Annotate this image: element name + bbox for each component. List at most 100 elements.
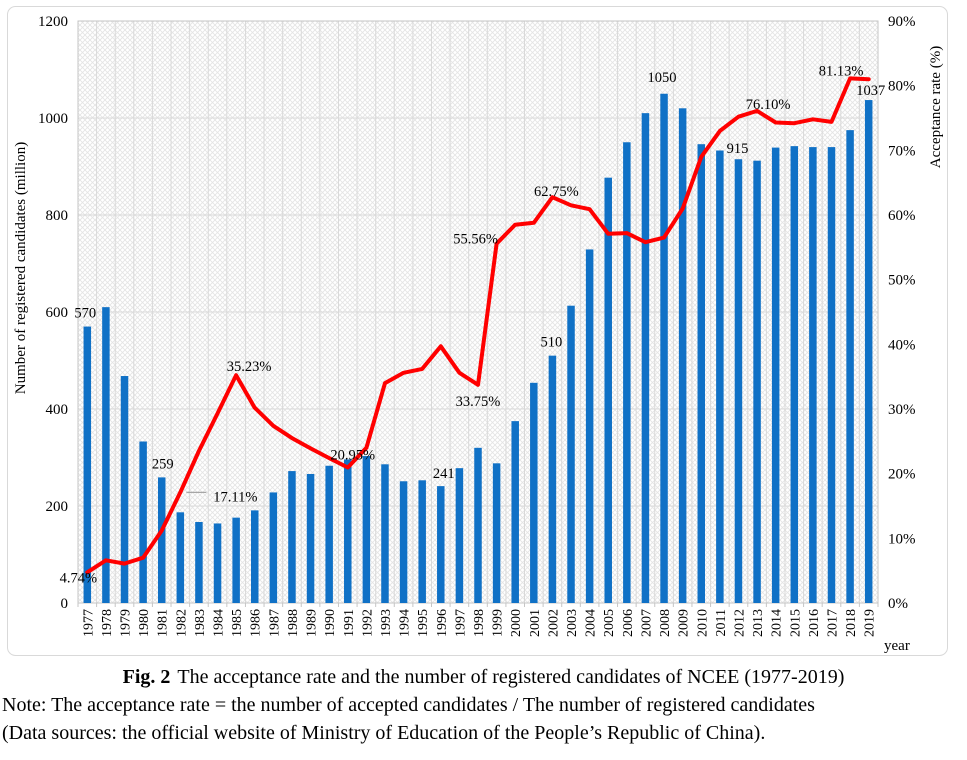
svg-text:1998: 1998 xyxy=(472,609,487,637)
bar-2018 xyxy=(846,130,854,603)
svg-text:2005: 2005 xyxy=(602,609,617,637)
svg-text:1037: 1037 xyxy=(856,83,885,99)
bar-2007 xyxy=(641,113,650,604)
svg-text:1986: 1986 xyxy=(249,609,264,637)
x-axis-labels: 1977 1978 1979 1980 1981 1982 1983 1984 1985 1986… xyxy=(81,609,877,637)
svg-text:90%: 90% xyxy=(888,14,916,30)
svg-text:2002: 2002 xyxy=(546,609,561,637)
bar-1989 xyxy=(306,473,315,603)
svg-text:200: 200 xyxy=(46,499,69,515)
bar-2013 xyxy=(753,160,761,603)
svg-text:2017: 2017 xyxy=(825,609,840,637)
bar-1985 xyxy=(232,517,240,603)
svg-text:2010: 2010 xyxy=(695,609,710,637)
svg-text:1977: 1977 xyxy=(81,609,96,637)
bar-2017 xyxy=(827,147,836,603)
svg-text:1200: 1200 xyxy=(38,14,68,30)
bar-1993 xyxy=(381,464,389,603)
svg-text:2014: 2014 xyxy=(770,609,785,637)
svg-text:1995: 1995 xyxy=(416,609,431,637)
bar-2012 xyxy=(734,159,743,603)
bar-1986 xyxy=(250,510,259,603)
svg-text:62.75%: 62.75% xyxy=(534,184,579,200)
bar-2004 xyxy=(585,249,594,603)
svg-text:33.75%: 33.75% xyxy=(456,394,501,410)
bar-1981 xyxy=(157,477,166,603)
bar-1983 xyxy=(195,522,203,603)
svg-text:1050: 1050 xyxy=(648,70,677,86)
svg-text:2018: 2018 xyxy=(844,609,859,637)
svg-text:259: 259 xyxy=(152,456,174,472)
svg-text:70%: 70% xyxy=(888,143,916,159)
bar-2000 xyxy=(511,421,519,603)
bar-1998 xyxy=(474,447,482,603)
bar-2006 xyxy=(623,142,631,603)
bar-value-labels: 570 259 241 510 1050 915 1037 xyxy=(74,70,885,482)
svg-text:0: 0 xyxy=(61,596,69,612)
svg-text:1994: 1994 xyxy=(398,609,413,637)
bar-1978 xyxy=(102,307,110,603)
svg-text:1993: 1993 xyxy=(379,609,394,637)
ncee-chart: 570 259 241 510 1050 915 1037 4.74% 17.11% 35.23%… xyxy=(7,6,948,656)
x-axis-title: year xyxy=(884,638,910,654)
bar-2010 xyxy=(697,144,706,603)
svg-text:20%: 20% xyxy=(888,467,916,483)
bar-2009 xyxy=(678,108,687,604)
bar-1991 xyxy=(344,459,352,603)
svg-text:2019: 2019 xyxy=(863,609,878,637)
figure-title: The acceptance rate and the number of re… xyxy=(177,666,845,688)
svg-text:2012: 2012 xyxy=(732,609,747,637)
svg-text:10%: 10% xyxy=(888,531,916,547)
svg-text:2003: 2003 xyxy=(565,609,580,637)
bar-2016 xyxy=(809,147,817,603)
bars-series xyxy=(83,93,873,604)
svg-text:2001: 2001 xyxy=(528,609,543,637)
svg-text:1999: 1999 xyxy=(491,609,506,637)
svg-text:1983: 1983 xyxy=(193,609,208,637)
bar-2015 xyxy=(790,146,799,603)
svg-text:1985: 1985 xyxy=(230,609,245,637)
bar-1992 xyxy=(362,456,371,603)
x-axis-ticks xyxy=(77,603,879,607)
svg-text:2004: 2004 xyxy=(584,609,599,637)
left-axis-title: Number of registered candidates (million… xyxy=(13,142,29,394)
svg-text:60%: 60% xyxy=(888,208,916,224)
svg-text:1987: 1987 xyxy=(267,609,282,637)
svg-text:1997: 1997 xyxy=(453,609,468,637)
bar-2008 xyxy=(660,93,668,603)
svg-text:570: 570 xyxy=(74,306,96,322)
svg-text:1988: 1988 xyxy=(286,609,301,637)
bar-1999 xyxy=(492,463,501,603)
figure-caption: Fig. 2 The acceptance rate and the number… xyxy=(0,663,967,691)
right-axis-tick-labels: 0% 10% 20% 30% 40% 50% 60% 70% 80% 90% xyxy=(888,14,916,612)
svg-text:20.95%: 20.95% xyxy=(330,448,375,464)
svg-text:2009: 2009 xyxy=(677,609,692,637)
svg-text:55.56%: 55.56% xyxy=(453,232,498,248)
svg-text:1980: 1980 xyxy=(137,609,152,637)
svg-text:0%: 0% xyxy=(888,596,908,612)
bar-1996 xyxy=(437,486,445,603)
bar-1995 xyxy=(418,480,426,603)
bar-1982 xyxy=(176,512,185,603)
right-axis-title: Acceptance rate (%) xyxy=(928,46,944,168)
svg-text:2013: 2013 xyxy=(751,609,766,637)
svg-text:2000: 2000 xyxy=(509,609,524,637)
svg-text:1991: 1991 xyxy=(342,609,357,637)
bar-1979 xyxy=(120,376,129,603)
bar-2005 xyxy=(604,177,612,603)
svg-text:2006: 2006 xyxy=(621,609,636,637)
svg-text:1000: 1000 xyxy=(38,111,68,127)
svg-text:1984: 1984 xyxy=(212,609,227,637)
rate-value-labels: 4.74% 17.11% 35.23% 20.95% 33.75% 55.56% 62.75… xyxy=(60,63,864,586)
svg-text:400: 400 xyxy=(46,402,69,418)
svg-text:1992: 1992 xyxy=(360,609,375,637)
svg-text:40%: 40% xyxy=(888,337,916,353)
bar-2001 xyxy=(530,382,538,603)
rate-line xyxy=(85,76,871,575)
svg-text:2011: 2011 xyxy=(714,609,729,636)
bar-1977 xyxy=(83,326,92,603)
left-axis-tick-labels: 0 200 400 600 800 1000 1200 xyxy=(38,14,68,612)
svg-text:76.10%: 76.10% xyxy=(746,97,791,113)
svg-text:17.11%: 17.11% xyxy=(213,489,257,505)
svg-text:600: 600 xyxy=(46,305,69,321)
